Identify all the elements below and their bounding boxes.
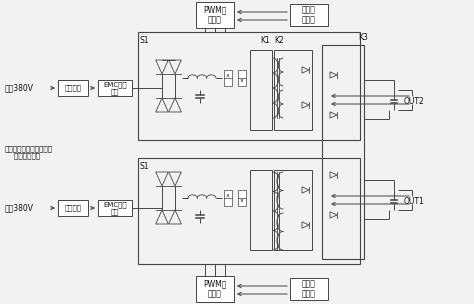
Text: 防雷电路: 防雷电路 [64, 205, 82, 211]
Bar [138, 158, 360, 264]
Text: K2: K2 [274, 36, 284, 45]
Text: 反馈调
理电路: 反馈调 理电路 [302, 279, 316, 299]
Text: 市电380V: 市电380V [5, 203, 34, 212]
Bar [322, 45, 364, 259]
Bar [196, 2, 234, 28]
Text: PWM控
制芯片: PWM控 制芯片 [203, 279, 227, 299]
Bar [224, 190, 232, 206]
Text: OUT2: OUT2 [404, 98, 425, 106]
Bar [224, 70, 232, 86]
Text: EMC滤波
电路: EMC滤波 电路 [103, 81, 127, 95]
Text: 辅助绕组、市电输入可同
    相、可不同相: 辅助绕组、市电输入可同 相、可不同相 [5, 145, 53, 159]
Text: 防雷电路: 防雷电路 [64, 85, 82, 91]
Bar [98, 80, 132, 96]
Text: OUT1: OUT1 [404, 198, 425, 206]
Bar [138, 32, 360, 140]
Text: S1: S1 [140, 162, 149, 171]
Bar [196, 276, 234, 302]
Text: S1: S1 [140, 36, 149, 45]
Text: 辅绕380V: 辅绕380V [5, 84, 34, 92]
Bar [274, 170, 312, 250]
Bar [238, 190, 246, 206]
Bar [290, 278, 328, 300]
Text: 反馈调
理电路: 反馈调 理电路 [302, 5, 316, 25]
Bar [58, 80, 88, 96]
Bar [290, 4, 328, 26]
Bar [274, 50, 312, 130]
Bar [238, 70, 246, 86]
Bar [58, 200, 88, 216]
Text: EMC滤波
电路: EMC滤波 电路 [103, 201, 127, 215]
Text: PWM控
制芯片: PWM控 制芯片 [203, 5, 227, 25]
Bar [98, 200, 132, 216]
Bar [250, 170, 272, 250]
Bar [250, 50, 272, 130]
Text: K3: K3 [358, 33, 368, 42]
Text: K1: K1 [260, 36, 270, 45]
